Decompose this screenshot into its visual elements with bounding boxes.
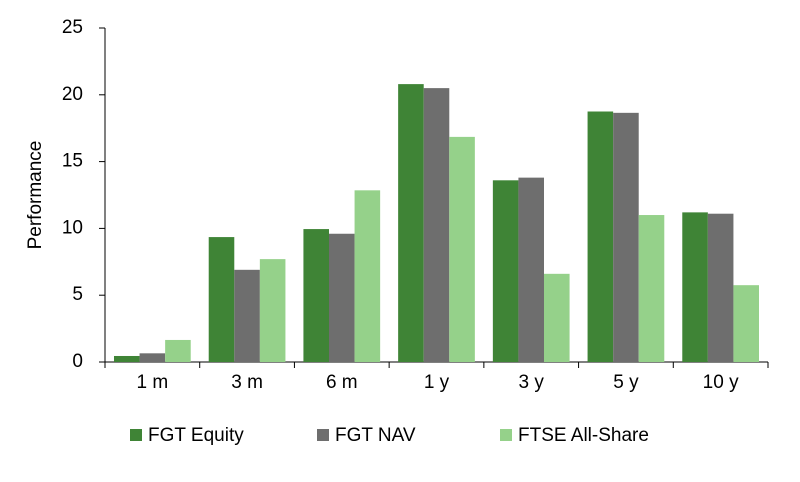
bar: [449, 136, 475, 362]
bar: [259, 259, 286, 362]
legend-swatch: [130, 429, 142, 441]
legend-label: FGT NAV: [335, 425, 416, 446]
x-tick-label: 3 y: [519, 372, 545, 393]
x-tick-label: 6 m: [326, 372, 358, 393]
bar: [303, 229, 329, 362]
legend-swatch: [317, 429, 329, 441]
bar: [165, 339, 191, 362]
bar: [234, 269, 260, 362]
y-tick-label: 0: [72, 351, 83, 372]
y-tick-label: 20: [62, 84, 83, 105]
legend-label: FGT Equity: [148, 425, 244, 446]
bar: [613, 112, 639, 362]
y-tick-label: 25: [62, 17, 83, 38]
x-tick-label: 10 y: [703, 372, 739, 393]
bar: [518, 177, 545, 362]
bar: [328, 233, 355, 362]
bar: [733, 285, 760, 362]
bar: [587, 111, 614, 362]
bar: [682, 212, 708, 362]
bar: [354, 190, 381, 362]
x-tick-label: 1 y: [424, 372, 450, 393]
y-axis-label: Performance: [25, 141, 46, 250]
bar: [113, 355, 140, 362]
y-tick-label: 5: [72, 284, 83, 305]
x-tick-label: 1 m: [137, 372, 169, 393]
bar: [544, 273, 570, 362]
bar: [398, 84, 424, 362]
legend-label: FTSE All-Share: [518, 425, 649, 446]
bar: [638, 215, 665, 362]
legend-swatch: [500, 429, 512, 441]
x-tick-label: 3 m: [231, 372, 263, 393]
bar: [707, 213, 734, 362]
bar: [423, 88, 450, 363]
y-tick-label: 15: [62, 151, 83, 172]
bar: [139, 353, 166, 362]
bar: [492, 180, 519, 362]
y-tick-label: 10: [62, 217, 83, 238]
bar: [208, 237, 235, 362]
x-tick-label: 5 y: [613, 372, 639, 393]
